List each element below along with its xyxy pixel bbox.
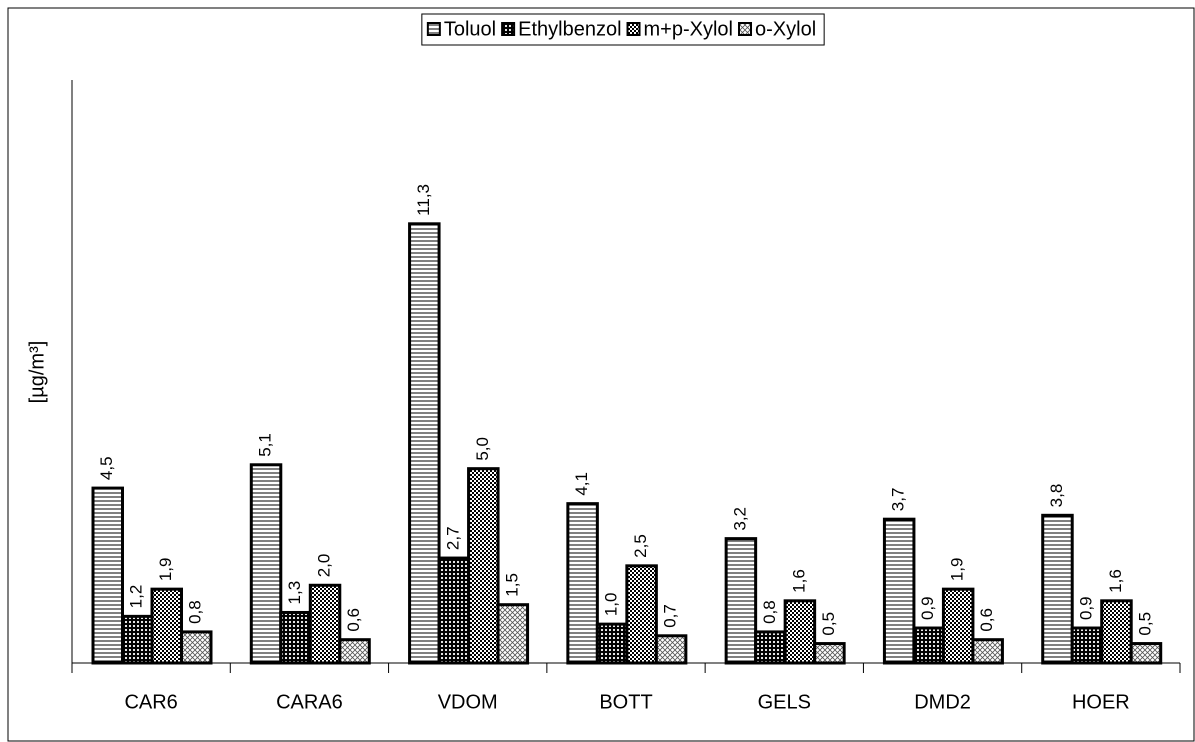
bar [912,626,945,665]
bar [1070,626,1104,665]
data-label: 4,1 [572,472,591,496]
legend-swatch [626,22,641,36]
data-label: 1,0 [602,592,621,616]
x-tick-label: DMD2 [914,691,971,713]
bar [1100,599,1133,665]
data-label: 0,5 [819,612,838,636]
data-label: 3,7 [889,488,908,512]
legend: Toluol Ethylbenzol m+p-Xylol o-Xylol [421,13,825,46]
data-label: 1,9 [948,558,967,582]
bar [971,638,1004,665]
bar [496,603,530,665]
bar [437,556,471,665]
data-label: 1,6 [789,569,808,593]
legend-label: o-Xylol [755,18,816,40]
bar [813,642,846,665]
bar [1041,513,1074,665]
bar [279,610,312,665]
data-label: 2,7 [443,526,462,550]
data-label: 1,5 [502,573,521,597]
bar [408,222,441,665]
bar [654,634,688,665]
data-label: 3,2 [730,507,749,531]
data-label: 0,5 [1135,612,1154,636]
data-label: 0,8 [186,600,205,624]
x-tick-label: CARA6 [276,691,343,713]
x-tick-label: CAR6 [124,691,177,713]
bar [724,537,758,665]
data-label: 0,8 [760,600,779,624]
bar [249,463,283,665]
bar [121,614,154,665]
data-label: 1,3 [285,581,304,605]
x-tick-label: VDOM [438,691,498,713]
bar [625,564,658,665]
data-label: 0,6 [344,608,363,632]
data-label: 5,0 [473,437,492,461]
chart-border [7,7,1195,742]
bar [566,502,599,665]
data-label: 11,3 [414,184,433,216]
bar [783,599,817,665]
bar [754,630,787,665]
data-label: 2,0 [315,554,334,578]
legend-swatch [501,22,516,36]
data-label: 0,7 [661,604,680,628]
data-label: 0,9 [1076,596,1095,620]
legend-swatch [426,22,441,36]
legend-label: m+p-Xylol [644,18,733,40]
data-label: 3,8 [1047,484,1066,508]
y-axis-label: [µg/m³] [26,341,48,404]
data-label: 0,9 [918,596,937,620]
bar [150,587,183,665]
data-label: 5,1 [256,433,275,457]
data-label: 4,5 [97,456,116,480]
bar [595,622,629,665]
x-tick-label: BOTT [599,691,652,713]
legend-label: Ethylbenzol [518,18,621,40]
data-label: 1,2 [127,585,146,609]
data-label: 0,6 [977,608,996,632]
legend-box [421,13,825,46]
x-tick-label: HOER [1072,691,1130,713]
bar [308,583,342,665]
legend-label: Toluol [444,18,496,40]
data-label: 1,6 [1106,569,1125,593]
legend-swatch [738,22,753,36]
bar [338,638,371,665]
bar [1129,642,1163,665]
bar [882,517,916,665]
x-tick-label: GELS [758,691,811,713]
bar [91,486,124,665]
data-label: 1,9 [156,558,175,582]
bar [467,467,500,665]
data-label: 2,5 [631,534,650,558]
bar [941,587,975,665]
bar [180,630,213,665]
